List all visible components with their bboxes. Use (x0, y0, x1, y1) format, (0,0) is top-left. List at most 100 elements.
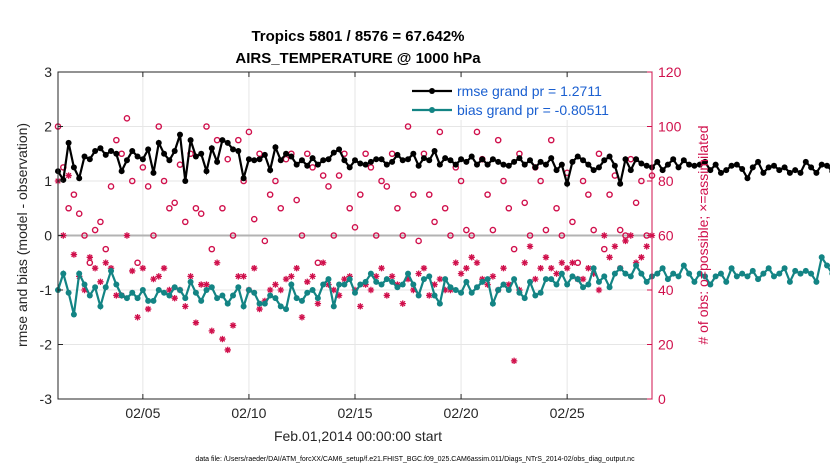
rmse-marker-104 (606, 153, 613, 160)
assimilated-obs-marker-14 (129, 267, 136, 275)
bias-marker-98 (574, 276, 581, 283)
assimilated-obs-marker-65 (399, 300, 406, 307)
legend-label-bias: bias grand pr = -0.80511 (457, 102, 609, 118)
possible-obs-marker-3 (70, 191, 78, 198)
bias-marker-57 (357, 281, 364, 288)
assimilated-obs-marker-88 (521, 259, 528, 266)
rmse-marker-142 (808, 164, 815, 171)
bias-marker-39 (261, 300, 268, 307)
rmse-marker-15 (134, 153, 141, 160)
bias-marker-130 (744, 273, 751, 280)
bias-marker-72 (436, 300, 443, 307)
rmse-marker-125 (717, 169, 724, 176)
assimilated-obs-marker-43 (282, 275, 290, 283)
possible-obs-marker-26 (192, 204, 200, 212)
possible-obs-marker-57 (357, 191, 364, 198)
rmse-marker-96 (564, 180, 571, 187)
possible-obs-marker-74 (447, 232, 454, 239)
assimilated-obs-marker-79 (473, 259, 481, 266)
assimilated-obs-marker-40 (266, 286, 274, 294)
bias-marker-101 (590, 265, 597, 272)
assimilated-obs-marker-78 (468, 254, 475, 261)
rmse-marker-92 (542, 161, 549, 168)
rmse-marker-34 (235, 148, 242, 155)
left-axis-ticks: -3 -2 -1 0 1 2 3 (40, 64, 63, 407)
assimilated-obs-marker-8 (97, 278, 104, 286)
rmse-marker-75 (452, 161, 459, 168)
possible-obs-marker-82 (489, 226, 497, 234)
bias-marker-94 (553, 281, 560, 288)
possible-obs-marker-94 (553, 204, 560, 212)
rmse-marker-29 (208, 145, 215, 152)
possible-obs-marker-13 (123, 115, 131, 122)
bias-marker-61 (378, 281, 385, 288)
assimilated-obs-marker-71 (431, 281, 438, 288)
bias-marker-53 (336, 281, 343, 288)
bias-marker-30 (214, 295, 221, 302)
bias-marker-10 (108, 267, 115, 274)
assimilated-obs-marker-34 (235, 273, 242, 280)
possible-obs-marker-56 (351, 224, 359, 231)
rmse-marker-18 (150, 169, 157, 176)
rmse-marker-8 (97, 145, 104, 152)
rmse-marker-56 (352, 157, 358, 164)
assimilated-obs-marker-62 (383, 292, 391, 299)
assimilated-obs-marker-17 (144, 305, 152, 313)
bias-marker-17 (145, 297, 152, 304)
bias-marker-139 (792, 267, 799, 274)
rmse-marker-76 (458, 156, 465, 163)
rmse-marker-86 (511, 158, 518, 165)
bias-marker-81 (484, 276, 491, 283)
bias-marker-43 (283, 306, 290, 313)
assimilated-obs-marker-48 (309, 273, 316, 280)
possible-obs-marker-81 (484, 191, 491, 198)
possible-obs-marker-70 (425, 191, 433, 198)
rmse-marker-17 (145, 146, 152, 153)
left-tick-label-4: 1 (44, 173, 52, 189)
left-tick-label-2: -1 (40, 282, 53, 298)
rmse-marker-36 (245, 156, 252, 163)
assimilated-obs-marker-28 (203, 281, 210, 288)
possible-obs-marker-110 (638, 177, 645, 185)
possible-obs-marker-48 (309, 164, 316, 171)
rmse-marker-6 (86, 156, 93, 163)
bias-marker-79 (473, 284, 480, 291)
bias-marker-47 (304, 289, 311, 296)
rmse-marker-100 (585, 161, 592, 168)
rmse-marker-127 (728, 162, 735, 169)
bias-marker-103 (601, 273, 608, 280)
rmse-marker-11 (113, 150, 120, 157)
rmse-marker-7 (92, 148, 99, 155)
possible-obs-marker-88 (521, 199, 529, 207)
rmse-marker-71 (431, 148, 438, 155)
bias-marker-51 (325, 276, 332, 283)
bias-marker-54 (341, 281, 348, 288)
bias-marker-73 (442, 276, 449, 283)
bias-marker-71 (431, 292, 438, 299)
assimilated-obs-marker-89 (526, 243, 534, 250)
rmse-marker-128 (733, 161, 740, 168)
rmse-marker-126 (723, 167, 730, 174)
rmse-marker-143 (813, 169, 820, 176)
possible-obs-marker-53 (335, 172, 343, 179)
rmse-marker-69 (420, 155, 427, 162)
assimilated-obs-marker-103 (601, 232, 608, 239)
bias-marker-25 (187, 278, 194, 285)
possible-obs-marker-91 (537, 177, 544, 185)
bias-marker-68 (415, 292, 422, 299)
assimilated-obs-marker-44 (288, 273, 295, 280)
rmse-marker-95 (558, 161, 565, 168)
possible-obs-marker-32 (224, 155, 232, 163)
rmse-marker-87 (516, 155, 523, 162)
rmse-marker-140 (797, 169, 804, 176)
legend-box (408, 78, 644, 120)
bias-marker-22 (171, 284, 178, 291)
bias-marker-144 (818, 254, 825, 261)
assimilated-obs-marker-77 (463, 265, 470, 272)
bias-marker-13 (123, 295, 130, 302)
rmse-marker-139 (792, 167, 799, 174)
possible-obs-marker-104 (606, 191, 613, 198)
bias-marker-106 (617, 265, 624, 272)
bias-marker-95 (558, 270, 565, 277)
